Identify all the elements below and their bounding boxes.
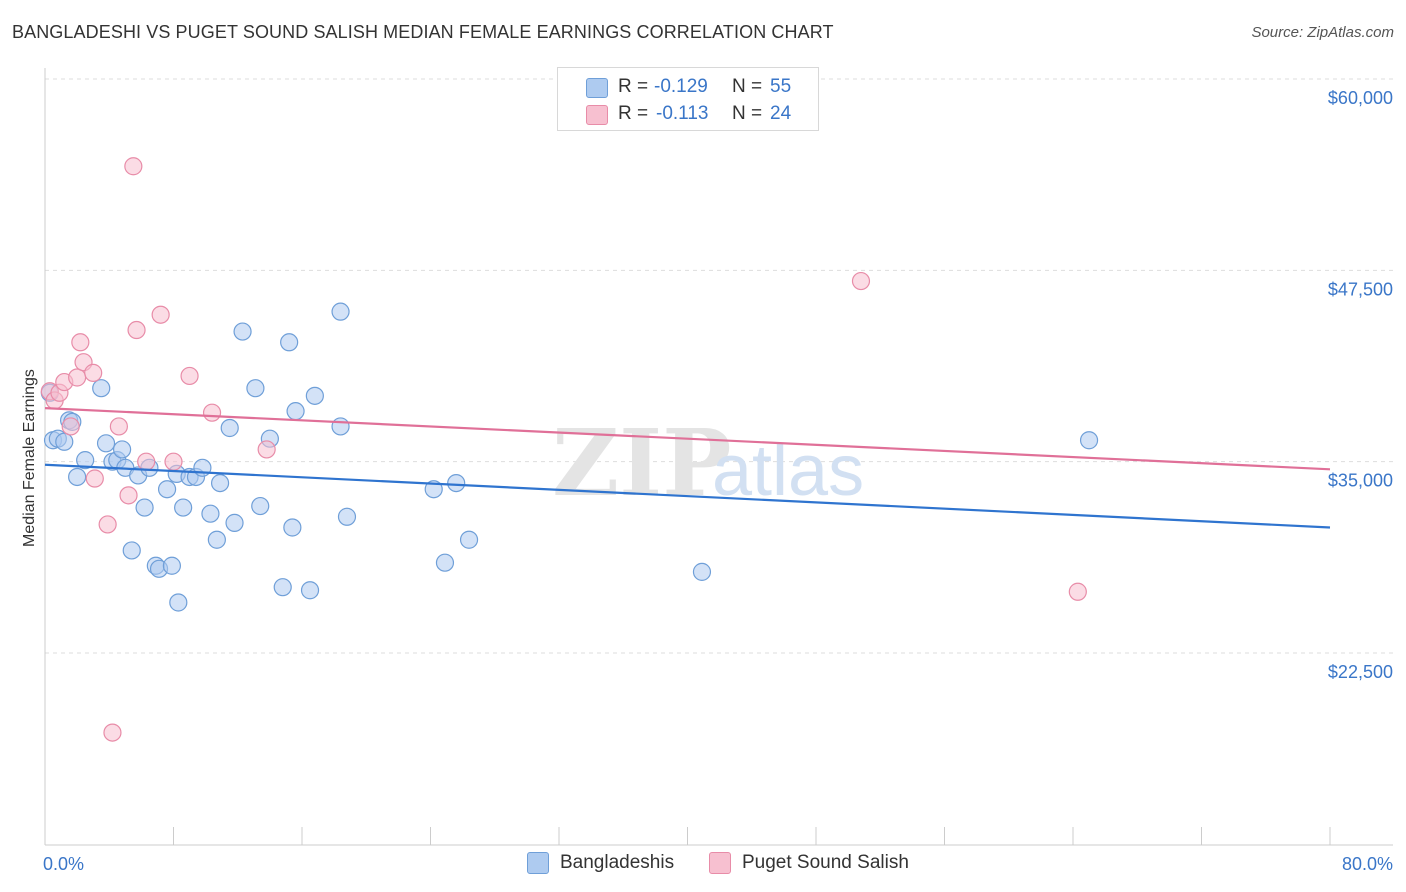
puget-sound-salish-point: [137, 452, 156, 471]
bangladeshis-point: [162, 556, 181, 575]
puget-sound-salish-point: [109, 417, 128, 436]
x-tick-right: 80.0%: [1342, 854, 1393, 874]
bangladeshis-point: [246, 379, 265, 398]
puget-sound-salish-trend-line: [44, 406, 1331, 471]
puget-sound-salish-point: [202, 403, 222, 422]
puget-sound-salish-point: [180, 366, 199, 386]
stats-n-label: N =: [732, 103, 763, 124]
bangladeshis-point: [337, 507, 357, 526]
puget-sound-salish-point: [164, 452, 183, 471]
stats-r-label: R =: [618, 103, 649, 124]
bangladeshis-point: [447, 473, 466, 493]
bangladeshis-point: [112, 440, 132, 459]
bangladeshis-point: [157, 480, 177, 499]
stats-r-value: -0.129: [654, 76, 708, 97]
puget-sound-salish-point: [119, 486, 138, 505]
bangladeshis-point: [280, 333, 299, 352]
puget-sound-salish-point: [257, 440, 276, 459]
puget-sound-salish-point: [85, 469, 104, 488]
stats-n-label: N =: [732, 76, 763, 97]
trend-lines: [44, 406, 1331, 529]
legend-label-bangladeshis: Bangladeshis: [560, 852, 675, 873]
stats-swatch-blue: [586, 78, 608, 98]
bangladeshis-point: [207, 530, 226, 549]
y-tick-label: $35,000: [1328, 471, 1393, 491]
stats-n-value: 24: [770, 103, 792, 124]
bangladeshis-point: [68, 467, 87, 487]
y-tick-label: $60,000: [1328, 88, 1393, 108]
bangladeshis-point: [174, 498, 193, 517]
bangladeshis-point: [331, 417, 350, 436]
bangladeshis-point: [300, 581, 320, 600]
axes: [44, 68, 1393, 846]
bangladeshis-point: [55, 432, 74, 451]
legend-item-puget-sound-salish[interactable]: Puget Sound Salish: [709, 852, 909, 874]
bangladeshis-point: [283, 518, 302, 537]
puget-sound-salish-point: [151, 305, 170, 324]
stats-n-value: 55: [770, 76, 792, 97]
bangladeshis-point: [169, 593, 188, 612]
puget-sound-salish-point: [127, 320, 146, 340]
legend-swatch-pink: [709, 852, 731, 874]
stats-swatch-pink: [586, 105, 608, 125]
watermark-zip: ZIP: [552, 409, 731, 517]
bangladeshis-point: [233, 322, 252, 341]
bangladeshis-point: [305, 386, 324, 405]
source-label: Source: ZipAtlas.com: [1251, 24, 1394, 41]
bangladeshis-point: [225, 513, 244, 532]
puget-sound-salish-point: [68, 368, 87, 387]
bangladeshis-point: [122, 541, 141, 560]
stats-r-label: R =: [618, 76, 649, 97]
bangladeshis-point: [692, 562, 712, 581]
bangladeshis-point: [92, 379, 111, 398]
watermark: ZIP atlas: [552, 409, 864, 517]
puget-sound-salish-point: [61, 417, 80, 436]
bangladeshis-point: [201, 504, 220, 523]
bangladeshis-point: [331, 302, 350, 321]
legend-label-puget-sound-salish: Puget Sound Salish: [742, 852, 909, 873]
bangladeshis-point: [135, 498, 154, 517]
puget-sound-salish-point: [84, 363, 103, 382]
bangladeshis-point: [1079, 431, 1099, 450]
bangladeshis-point: [273, 578, 292, 597]
bangladeshis-point: [459, 530, 479, 549]
y-tick-label: $47,500: [1328, 279, 1393, 299]
puget-sound-salish-point: [103, 723, 122, 742]
x-tick-left: 0.0%: [43, 854, 84, 874]
bangladeshis-point: [76, 451, 95, 470]
puget-sound-salish-point: [124, 157, 143, 176]
legend-item-bangladeshis[interactable]: Bangladeshis: [527, 852, 674, 874]
puget-sound-salish-point: [98, 515, 117, 534]
bangladeshis-point: [435, 553, 455, 572]
chart-title: BANGLADESHI VS PUGET SOUND SALISH MEDIAN…: [12, 22, 834, 42]
stats-box: R = -0.129 N = 55 R = -0.113 N = 24: [557, 67, 819, 131]
stats-r-value: -0.113: [656, 103, 709, 124]
bangladeshis-trend-line: [44, 463, 1331, 529]
bangladeshis-point: [286, 402, 305, 421]
puget-sound-salish-points: [40, 157, 1087, 742]
puget-sound-salish-point: [1068, 582, 1087, 601]
bangladeshis-point: [220, 418, 239, 438]
puget-sound-salish-point: [851, 271, 871, 291]
legend: Bangladeshis Puget Sound Salish: [0, 852, 1406, 878]
y-tick-label: $22,500: [1328, 662, 1393, 682]
legend-swatch-blue: [527, 852, 549, 874]
grid: [45, 78, 1393, 654]
bangladeshis-point: [96, 434, 116, 453]
puget-sound-salish-point: [71, 333, 90, 352]
bangladeshis-point: [251, 496, 270, 516]
bangladeshis-point: [210, 473, 230, 493]
y-axis-label: Median Female Earnings: [21, 369, 38, 547]
y-tick-labels: $60,000 $47,500 $35,000 $22,500: [1328, 88, 1393, 682]
